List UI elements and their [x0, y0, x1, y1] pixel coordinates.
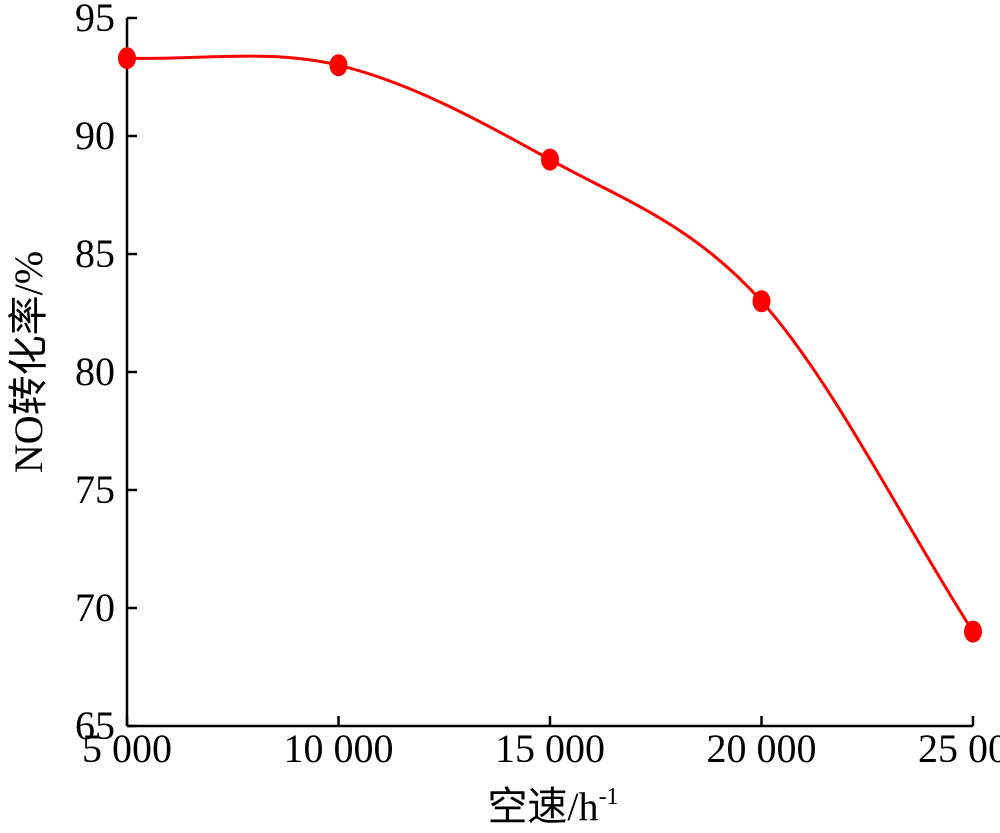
- x-axis-title-text: 空速/h: [487, 784, 598, 829]
- x-axis-title: 空速/h-1: [487, 784, 618, 829]
- y-axis-title: NO转化率/%: [6, 251, 51, 473]
- data-point: [752, 290, 771, 313]
- x-tick-label: 25 000: [918, 726, 1000, 771]
- y-tick-label: 85: [75, 231, 115, 276]
- data-point: [964, 620, 982, 643]
- axes: [125, 18, 973, 728]
- x-ticks: 5 000 10 000 15 000 20 000 25 000: [82, 716, 1000, 771]
- x-axis-title-sup: -1: [599, 784, 619, 810]
- series-line: [126, 54, 975, 633]
- y-tick-label: 95: [75, 0, 115, 40]
- x-tick-label: 10 000: [284, 726, 394, 771]
- data-point: [541, 148, 559, 171]
- y-tick-label: 70: [75, 585, 115, 630]
- y-tick-label: 65: [75, 703, 115, 748]
- y-tick-label: 80: [75, 349, 115, 394]
- x-tick-label: 20 000: [707, 726, 817, 771]
- data-point: [329, 54, 348, 77]
- y-tick-label: 75: [75, 467, 115, 512]
- x-tick-label: 5 000: [82, 726, 172, 771]
- data-point: [118, 47, 136, 70]
- series-layer: [118, 47, 982, 643]
- x-tick-label: 15 000: [495, 726, 605, 771]
- y-tick-label: 90: [75, 113, 115, 158]
- y-ticks: 65 70 75 80 85 90 95: [75, 0, 137, 748]
